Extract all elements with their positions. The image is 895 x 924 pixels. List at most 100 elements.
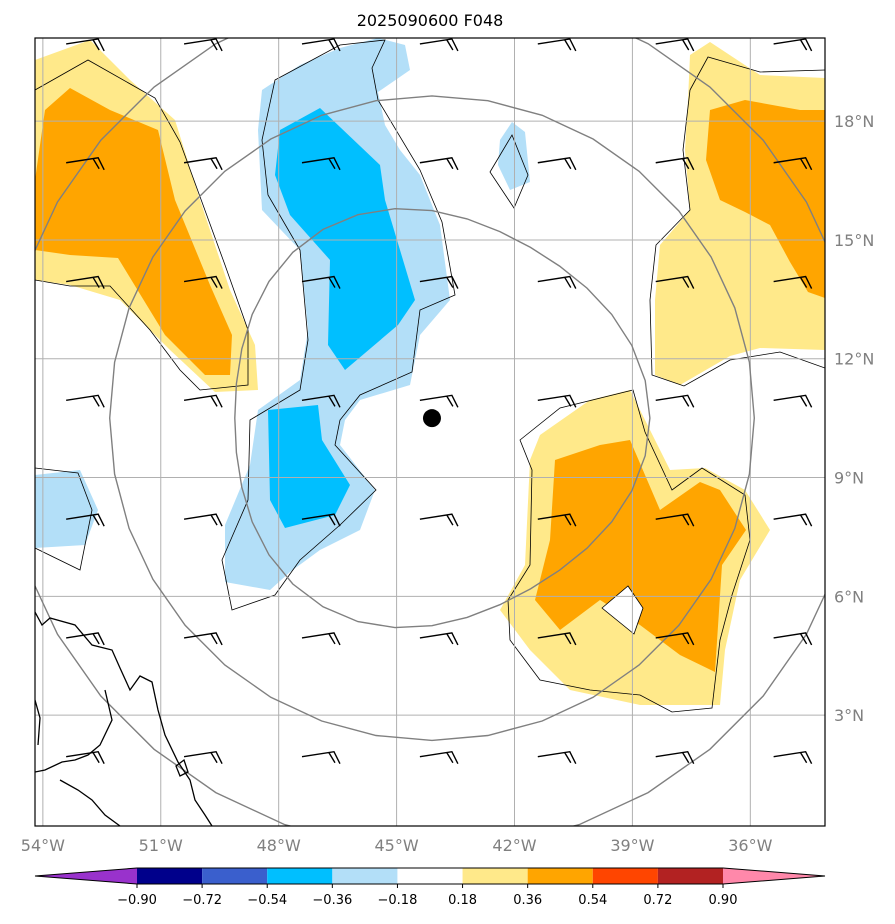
anomaly-shading xyxy=(35,38,825,705)
longitude-label: 54°W xyxy=(21,836,65,855)
wind-barb xyxy=(655,38,695,52)
positive-anomaly-ne-inner xyxy=(706,100,825,298)
wind-barb xyxy=(301,394,341,408)
colorbar-segment xyxy=(332,868,398,884)
wind-barb xyxy=(537,513,577,527)
contour-lines xyxy=(35,39,825,713)
colorbar-label: 0.72 xyxy=(643,893,672,908)
wind-barb xyxy=(537,394,577,408)
latitude-label: 9°N xyxy=(834,469,864,488)
wind-barb xyxy=(66,513,105,527)
wind-barb xyxy=(66,750,105,765)
longitude-label: 51°W xyxy=(139,836,183,855)
wind-barb xyxy=(773,156,813,171)
colorbar-label: −0.36 xyxy=(312,893,352,908)
wind-barb xyxy=(419,38,459,52)
longitude-label: 36°W xyxy=(728,836,772,855)
wind-barb xyxy=(419,750,459,765)
latitude-labels: 3°N 6°N 9°N 12°N 15°N 18°N xyxy=(834,112,874,725)
wind-barb xyxy=(655,394,695,408)
longitude-label: 48°W xyxy=(257,836,301,855)
colorbar-label: −0.18 xyxy=(378,893,418,908)
wind-barb xyxy=(537,275,577,289)
longitude-label: 42°W xyxy=(492,836,536,855)
wind-barb xyxy=(301,513,341,527)
colorbar-segment xyxy=(527,868,593,884)
wind-barb xyxy=(655,632,695,646)
wind-barb xyxy=(183,156,223,171)
colorbar-segment xyxy=(397,868,463,884)
colorbar-label: −0.90 xyxy=(117,893,157,908)
colorbar-segment xyxy=(592,868,658,884)
wind-barb xyxy=(66,38,105,52)
wind-barb xyxy=(183,394,223,408)
longitude-label: 39°W xyxy=(610,836,654,855)
negative-anomaly-small-north xyxy=(498,122,530,190)
wind-barb xyxy=(419,513,459,527)
wind-barb xyxy=(183,750,223,765)
colorbar-label: 0.90 xyxy=(709,893,738,908)
wind-barbs xyxy=(66,38,813,765)
wind-barb xyxy=(301,632,341,646)
colorbar-extend-high xyxy=(723,868,825,884)
wind-barb xyxy=(537,632,577,646)
wind-barb xyxy=(773,513,813,527)
range-ring xyxy=(35,38,825,826)
wind-barb xyxy=(655,513,695,527)
wind-barb xyxy=(655,275,695,289)
colorbar-segment xyxy=(267,868,333,884)
graticule xyxy=(35,38,825,826)
colorbar: −0.90 −0.72 −0.54 −0.36 −0.18 0.18 0.36 0.54 0.7… xyxy=(34,867,826,908)
wind-barb xyxy=(419,156,459,171)
coastline xyxy=(35,611,213,826)
wind-barb xyxy=(773,38,813,52)
colorbar-segment xyxy=(462,868,528,884)
longitude-label: 45°W xyxy=(374,836,418,855)
latitude-label: 15°N xyxy=(834,231,874,250)
wind-barb xyxy=(773,632,813,646)
colorbar-segment xyxy=(137,868,203,884)
negative-anomaly-center-inner-low xyxy=(268,405,350,528)
wind-barb xyxy=(773,275,813,289)
range-ring xyxy=(108,95,756,742)
colorbar-segment xyxy=(657,868,723,884)
latitude-label: 6°N xyxy=(834,587,864,606)
colorbar-label: −0.54 xyxy=(247,893,287,908)
wind-barb xyxy=(419,632,459,646)
positive-anomaly-se-inner xyxy=(535,440,746,672)
colorbar-segment xyxy=(202,868,268,884)
wind-barb xyxy=(537,38,577,52)
wind-barb xyxy=(66,156,105,171)
colorbar-extend-low xyxy=(35,868,137,884)
wind-barb xyxy=(301,750,341,765)
latitude-label: 3°N xyxy=(834,706,864,725)
wind-barb xyxy=(66,394,105,408)
wind-barb xyxy=(655,156,695,171)
wind-barb xyxy=(301,156,341,171)
colorbar-label: 0.18 xyxy=(448,893,477,908)
wind-barb xyxy=(301,275,341,289)
wind-barb xyxy=(655,750,695,765)
storm-center-marker xyxy=(422,409,441,428)
wind-barb xyxy=(66,632,105,646)
wind-barb xyxy=(419,275,459,289)
longitude-labels: 54°W 51°W 48°W 45°W 42°W 39°W 36°W xyxy=(21,836,773,855)
wind-barb xyxy=(183,632,223,646)
wind-barb xyxy=(773,750,813,765)
wind-barb xyxy=(537,750,577,765)
colorbar-label: −0.72 xyxy=(182,893,222,908)
range-rings xyxy=(35,38,825,826)
latitude-label: 12°N xyxy=(834,350,874,369)
colorbar-label: 0.36 xyxy=(513,893,542,908)
range-ring xyxy=(234,207,651,629)
wind-barb xyxy=(183,38,223,52)
wind-barb xyxy=(66,275,105,289)
map-frame xyxy=(34,37,826,827)
latitude-label: 18°N xyxy=(834,112,874,131)
colorbar-label: 0.54 xyxy=(578,893,607,908)
wind-barb xyxy=(183,275,223,289)
map-title: 2025090600 F048 xyxy=(357,11,504,30)
wind-barb xyxy=(537,156,577,171)
wind-barb xyxy=(301,38,341,52)
